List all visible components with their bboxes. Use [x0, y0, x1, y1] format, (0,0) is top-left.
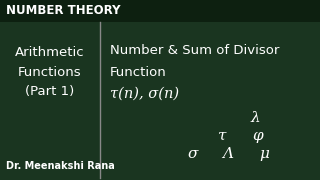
- Text: μ: μ: [259, 147, 269, 161]
- Text: σ: σ: [188, 147, 198, 161]
- Bar: [0, 0, 320, 22]
- Text: φ: φ: [253, 129, 263, 143]
- Text: τ(n), σ(n): τ(n), σ(n): [110, 87, 179, 101]
- Text: Function: Function: [110, 66, 167, 78]
- Text: λ: λ: [250, 111, 260, 125]
- Text: Number & Sum of Divisor: Number & Sum of Divisor: [110, 44, 279, 57]
- Text: (Part 1): (Part 1): [25, 86, 75, 98]
- Text: Arithmetic: Arithmetic: [15, 46, 85, 58]
- Text: τ: τ: [218, 129, 226, 143]
- Text: Λ: Λ: [222, 147, 234, 161]
- Text: NUMBER THEORY: NUMBER THEORY: [6, 4, 121, 17]
- Text: Functions: Functions: [18, 66, 82, 78]
- Text: Dr. Meenakshi Rana: Dr. Meenakshi Rana: [6, 161, 115, 171]
